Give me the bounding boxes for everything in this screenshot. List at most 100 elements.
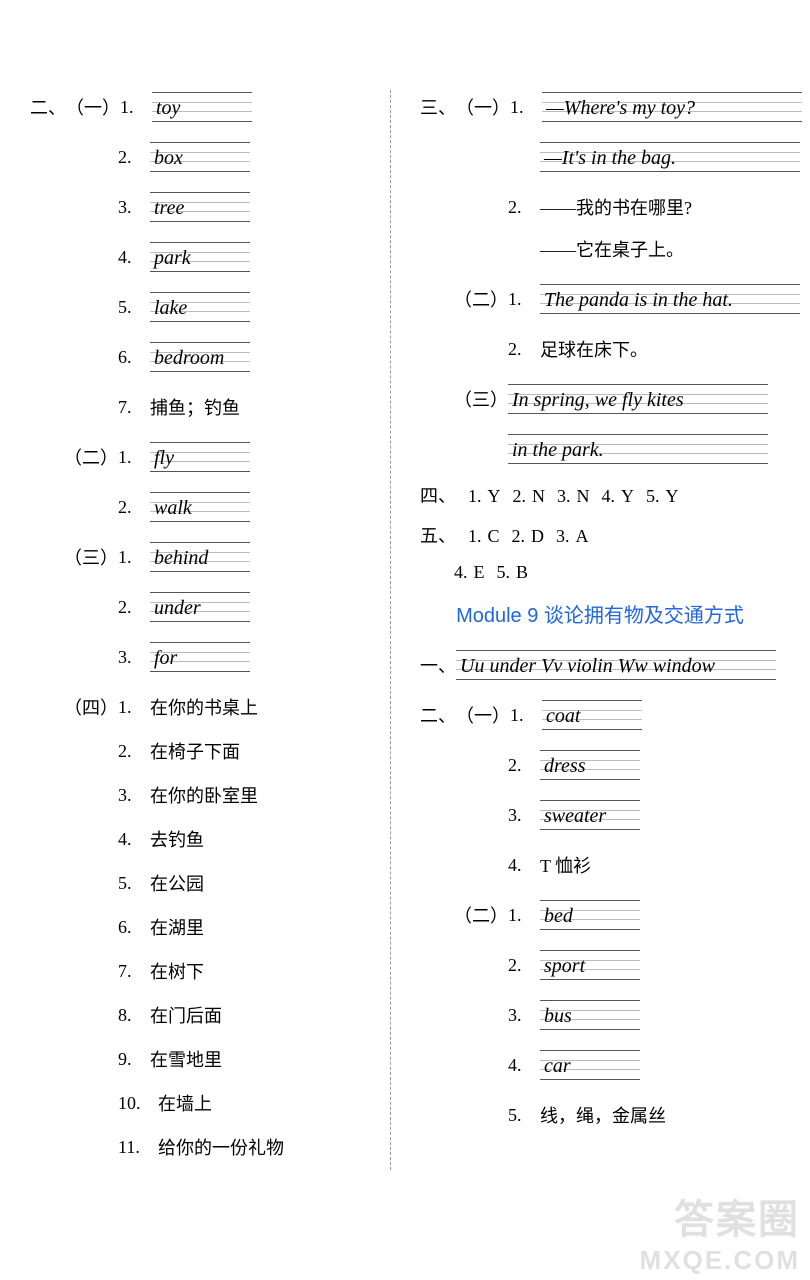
- list-item: 2. walk: [30, 490, 370, 524]
- answer-row: 四、 1.Y 2.N 3.N 4.Y 5.Y: [420, 482, 780, 508]
- item-number: 6.: [118, 347, 150, 368]
- item-number: 11.: [118, 1137, 158, 1158]
- item-number: 4.: [118, 247, 150, 268]
- list-item: 二、 （一） 1. coat: [420, 698, 780, 732]
- answer-text: sport: [540, 950, 640, 980]
- list-item: 7. 捕鱼；钓鱼: [30, 390, 370, 424]
- list-item: —It's in the bag.: [420, 140, 780, 174]
- subsection-label: （一）: [456, 94, 510, 120]
- answer-text: 在树下: [150, 958, 204, 984]
- answer-text: behind: [150, 542, 250, 572]
- item-number: 2.: [513, 486, 527, 507]
- item-number: 3.: [118, 785, 150, 806]
- item-number: 1.: [510, 97, 542, 118]
- item-number: 3.: [118, 197, 150, 218]
- list-item: 11. 给你的一份礼物: [30, 1130, 370, 1164]
- module-title: Module 9 谈论拥有物及交通方式: [420, 599, 780, 628]
- item-number: 2.: [118, 597, 150, 618]
- section-label: 一、: [420, 652, 456, 678]
- list-item: 7. 在树下: [30, 954, 370, 988]
- right-column: 三、 （一） 1. —Where's my toy? —It's in the …: [390, 90, 780, 1174]
- list-item: （三） 1. behind: [30, 540, 370, 574]
- item-number: 1.: [468, 526, 482, 547]
- list-item: 2. ——我的书在哪里?: [420, 190, 780, 224]
- answer-text: 在你的书桌上: [150, 694, 258, 720]
- list-item: （二） 1. fly: [30, 440, 370, 474]
- list-item: 2. box: [30, 140, 370, 174]
- list-item: 5. 线，绳，金属丝: [420, 1098, 780, 1132]
- answer-text: for: [150, 642, 250, 672]
- answer-text: under: [150, 592, 250, 622]
- list-item: 3. for: [30, 640, 370, 674]
- item-number: 1.: [118, 697, 150, 718]
- list-item: 二、 （一） 1. toy: [30, 90, 370, 124]
- item-number: 7.: [118, 397, 150, 418]
- answer-text: The panda is in the hat.: [540, 284, 800, 314]
- list-item: 4. 去钓鱼: [30, 822, 370, 856]
- section-label: 四、: [420, 482, 456, 508]
- item-number: 1.: [508, 905, 540, 926]
- list-item: 5. lake: [30, 290, 370, 324]
- answer-text: fly: [150, 442, 250, 472]
- list-item: 4. park: [30, 240, 370, 274]
- answer-text: ——它在桌子上。: [540, 236, 684, 262]
- answer-text: coat: [542, 700, 642, 730]
- answer-text: Y: [666, 486, 679, 507]
- list-item: （二） 1. bed: [420, 898, 780, 932]
- answer-text: box: [150, 142, 250, 172]
- answer-text: lake: [150, 292, 250, 322]
- answer-text: sweater: [540, 800, 640, 830]
- item-number: 1.: [118, 547, 150, 568]
- section-label: 三、: [420, 94, 456, 120]
- subsection-label: （一）: [66, 94, 120, 120]
- answer-text: T 恤衫: [540, 852, 591, 878]
- list-item: 2. 在椅子下面: [30, 734, 370, 768]
- list-item: 9. 在雪地里: [30, 1042, 370, 1076]
- list-item: 6. bedroom: [30, 340, 370, 374]
- item-number: 3.: [118, 647, 150, 668]
- item-number: 5.: [508, 1105, 540, 1126]
- subsection-label: （三）: [64, 544, 118, 570]
- answer-text: bus: [540, 1000, 640, 1030]
- list-item: ——它在桌子上。: [420, 232, 780, 266]
- left-column: 二、 （一） 1. toy 2. box 3. tree 4. park 5. …: [30, 90, 390, 1174]
- answer-text: walk: [150, 492, 250, 522]
- list-item: （二） 1. The panda is in the hat.: [420, 282, 780, 316]
- answer-text: Uu under Vv violin Ww window: [456, 650, 776, 680]
- page-container: 二、 （一） 1. toy 2. box 3. tree 4. park 5. …: [0, 0, 810, 1204]
- answer-text: 在雪地里: [150, 1046, 222, 1072]
- item-number: 8.: [118, 1005, 150, 1026]
- list-item: 4. car: [420, 1048, 780, 1082]
- list-item: 2. under: [30, 590, 370, 624]
- answer-text: C: [488, 526, 500, 547]
- answer-text: car: [540, 1050, 640, 1080]
- answer-text: bedroom: [150, 342, 250, 372]
- answer-text: 捕鱼；钓鱼: [150, 394, 240, 420]
- answer-text: D: [531, 526, 544, 547]
- list-item: 5. 在公园: [30, 866, 370, 900]
- item-number: 10.: [118, 1093, 158, 1114]
- watermark-text: MXQE.COM: [640, 1245, 800, 1276]
- list-item: （三） In spring, we fly kites: [420, 382, 780, 416]
- answer-text: 在椅子下面: [150, 738, 240, 764]
- list-item: 3. bus: [420, 998, 780, 1032]
- item-number: 6.: [118, 917, 150, 938]
- item-number: 1.: [510, 705, 542, 726]
- item-number: 1.: [120, 97, 152, 118]
- answer-text: N: [532, 486, 545, 507]
- item-number: 4.: [508, 855, 540, 876]
- item-number: 2.: [508, 339, 540, 360]
- answer-text: toy: [152, 92, 252, 122]
- section-label: 二、: [420, 702, 456, 728]
- item-number: 2.: [508, 197, 540, 218]
- item-number: 9.: [118, 1049, 150, 1070]
- subsection-label: （二）: [454, 286, 508, 312]
- item-number: 2.: [118, 741, 150, 762]
- answer-text: 足球在床下。: [540, 336, 648, 362]
- item-number: 4.: [602, 486, 616, 507]
- subsection-label: （二）: [64, 444, 118, 470]
- answer-text: 给你的一份礼物: [158, 1134, 284, 1160]
- answer-text: 在公园: [150, 870, 204, 896]
- answer-text: —It's in the bag.: [540, 142, 800, 172]
- list-item: 6. 在湖里: [30, 910, 370, 944]
